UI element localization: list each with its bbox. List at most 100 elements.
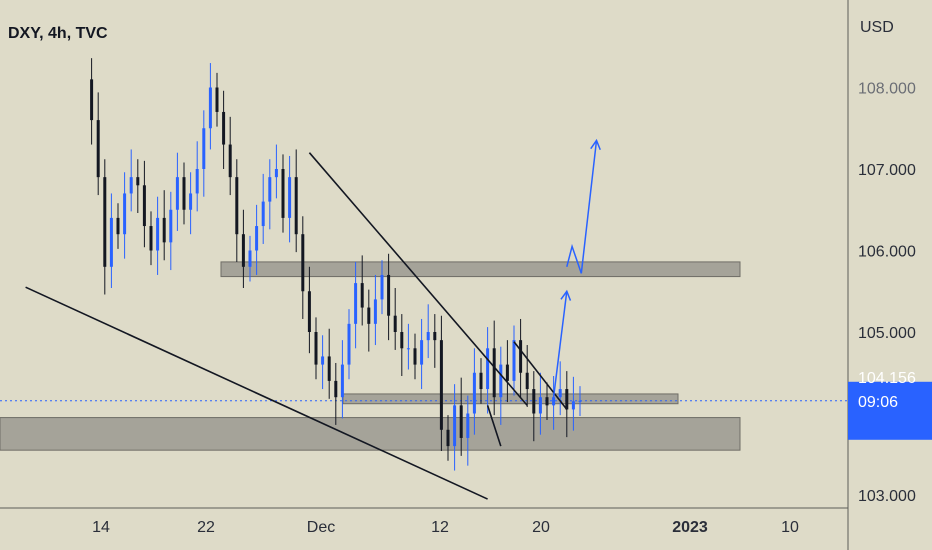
candle-body — [426, 332, 430, 341]
symbol-label: DXY, 4h, TVC — [8, 25, 108, 42]
candle-body — [288, 177, 292, 218]
candle-body — [248, 250, 252, 267]
candle-body — [420, 340, 424, 365]
time-tick-label: Dec — [307, 519, 335, 536]
projection-path — [566, 140, 598, 274]
support-resistance-zones — [0, 261, 741, 451]
last-price-tag — [848, 381, 932, 440]
candle-body — [479, 372, 483, 390]
candle-body — [433, 332, 437, 341]
trendline — [25, 286, 488, 500]
candle-body — [413, 348, 417, 365]
candle-body — [215, 87, 219, 112]
candle-body — [334, 380, 338, 398]
candle-body — [255, 226, 259, 251]
candle-body — [538, 397, 542, 414]
candle-body — [314, 332, 318, 365]
candle-body — [175, 177, 179, 210]
candle-body — [109, 217, 113, 267]
candle-body — [532, 389, 536, 414]
zone — [342, 393, 679, 405]
candle-body — [558, 389, 562, 398]
candle-body — [525, 372, 529, 390]
candle-body — [459, 405, 463, 438]
candle-body — [545, 397, 549, 406]
candle-body — [294, 177, 298, 235]
candle-body — [466, 413, 470, 438]
candle-body — [373, 299, 377, 324]
candle-body — [565, 389, 569, 410]
time-tick-label: 12 — [431, 519, 449, 536]
candle-body — [116, 217, 120, 235]
candle-body — [189, 193, 193, 210]
time-tick-label: 22 — [197, 519, 215, 536]
candle-body — [439, 340, 443, 430]
candle-body — [387, 274, 391, 316]
currency-label: USD — [860, 19, 894, 36]
candle-body — [195, 169, 199, 194]
candle-body — [327, 356, 331, 381]
trendline — [486, 405, 502, 447]
price-axis-labels: 108.000 107.000 106.000 105.000 103.000 — [858, 81, 916, 506]
candle-body — [552, 397, 556, 406]
countdown-timer: 09:06 — [858, 394, 898, 411]
candle-body — [235, 177, 239, 235]
candle-body — [90, 79, 94, 121]
candle-body — [307, 291, 311, 332]
candle-body — [208, 87, 212, 129]
candle-body — [499, 364, 503, 398]
price-tick-label: 103.000 — [858, 488, 916, 505]
candle-body — [578, 400, 582, 402]
candle-body — [360, 283, 364, 308]
candle-body — [472, 372, 476, 414]
candle-body — [222, 111, 226, 145]
time-tick-label: 20 — [532, 519, 550, 536]
candle-body — [103, 177, 107, 267]
candle-body — [142, 185, 146, 227]
time-tick-label: 14 — [92, 519, 110, 536]
trendline — [308, 152, 528, 406]
candle-body — [281, 169, 285, 218]
candle-body — [156, 217, 160, 251]
candle-body — [129, 177, 133, 194]
candle-body — [512, 340, 516, 381]
candle-body — [123, 193, 127, 235]
candle-body — [228, 144, 232, 178]
candle-body — [446, 429, 450, 447]
candle-body — [96, 120, 100, 178]
zone — [220, 261, 741, 278]
price-tick-label: 107.000 — [858, 162, 916, 179]
projection-arrowhead — [590, 138, 601, 151]
candle-body — [400, 332, 404, 349]
candle-body — [321, 356, 325, 365]
candle-body — [261, 201, 265, 227]
candle-body — [268, 177, 272, 202]
candle-body — [347, 323, 351, 365]
candle-body — [241, 234, 245, 267]
price-tick-label: 106.000 — [858, 244, 916, 261]
candle-body — [367, 307, 371, 324]
candle-body — [453, 405, 457, 447]
time-axis-labels: 14 22 Dec 12 20 2023 10 — [92, 519, 799, 536]
candle-body — [505, 364, 509, 381]
candle-body — [393, 315, 397, 332]
candle-body — [519, 340, 523, 373]
time-tick-label: 2023 — [672, 519, 708, 536]
candle-body — [340, 364, 344, 398]
price-tick-label: 108.000 — [858, 81, 916, 98]
candle-body — [202, 128, 206, 169]
trendlines — [25, 152, 568, 500]
projection-arrowhead — [560, 289, 572, 301]
candle-body — [301, 234, 305, 292]
candle-body — [162, 217, 166, 243]
candle-body — [149, 226, 153, 251]
candle-body — [182, 177, 186, 210]
candle-body — [274, 169, 278, 178]
candle-body — [380, 274, 384, 300]
candle-body — [354, 283, 358, 324]
candle-body — [486, 348, 490, 390]
time-tick-label: 10 — [781, 519, 799, 536]
trendline — [513, 341, 568, 410]
projection-path — [552, 291, 568, 398]
